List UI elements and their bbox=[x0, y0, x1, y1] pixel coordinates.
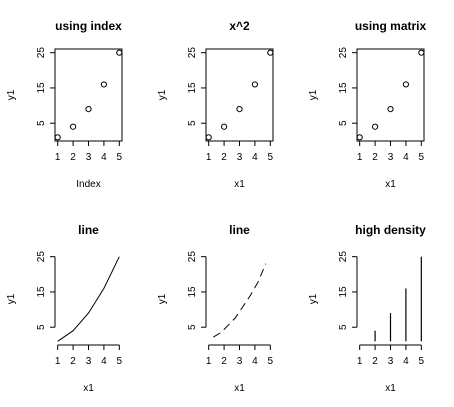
data-point bbox=[100, 81, 108, 88]
y-axis-label: y1 bbox=[308, 89, 319, 100]
series-line bbox=[57, 256, 120, 342]
y-axis-label: y1 bbox=[157, 293, 168, 304]
x-tick-label: 3 bbox=[86, 356, 92, 367]
x-tick-label: 3 bbox=[237, 152, 243, 163]
y-tick-label: 15 bbox=[338, 82, 349, 94]
y-tick-label: 15 bbox=[187, 286, 198, 298]
data-point bbox=[220, 123, 228, 130]
x-tick-label: 3 bbox=[388, 356, 394, 367]
x-axis-label: x1 bbox=[385, 383, 396, 394]
y-axis-label: y1 bbox=[308, 293, 319, 304]
x-tick-label: 3 bbox=[86, 152, 92, 163]
x-tick-label: 4 bbox=[252, 356, 258, 367]
data-point bbox=[356, 134, 363, 141]
x-tick-label: 4 bbox=[403, 152, 409, 163]
x-tick-label: 5 bbox=[117, 356, 123, 367]
y-tick-label: 5 bbox=[36, 120, 47, 126]
data-point bbox=[69, 123, 77, 130]
x-tick-label: 2 bbox=[70, 152, 76, 163]
x-tick-label: 2 bbox=[372, 152, 378, 163]
y-tick-label: 25 bbox=[338, 47, 349, 59]
y-tick-label: 5 bbox=[36, 324, 47, 330]
x-tick-label: 5 bbox=[419, 356, 425, 367]
plot-box bbox=[356, 48, 425, 142]
panel-title: line bbox=[78, 223, 99, 237]
x-tick-label: 2 bbox=[221, 356, 227, 367]
x-axis-label: x1 bbox=[385, 179, 396, 190]
x-axis-label: x1 bbox=[83, 383, 94, 394]
y-axis-label: y1 bbox=[6, 293, 17, 304]
y-axis-label: y1 bbox=[6, 89, 17, 100]
data-point bbox=[418, 49, 425, 56]
y-tick-label: 25 bbox=[36, 47, 47, 59]
data-point bbox=[85, 106, 92, 113]
y-axis-label: y1 bbox=[157, 89, 168, 100]
x-tick-label: 5 bbox=[268, 152, 274, 163]
x-tick-label: 4 bbox=[101, 356, 107, 367]
y-tick-label: 25 bbox=[187, 251, 198, 263]
x-tick-label: 3 bbox=[388, 152, 394, 163]
plot-box bbox=[205, 48, 274, 142]
y-tick-label: 15 bbox=[187, 82, 198, 94]
x-tick-label: 2 bbox=[221, 152, 227, 163]
y-tick-label: 25 bbox=[187, 47, 198, 59]
panel-title: x^2 bbox=[229, 19, 250, 33]
x-tick-label: 4 bbox=[403, 356, 409, 367]
y-tick-label: 15 bbox=[36, 82, 47, 94]
data-point bbox=[54, 134, 61, 141]
y-tick-label: 5 bbox=[338, 120, 349, 126]
x-tick-label: 5 bbox=[419, 152, 425, 163]
y-tick-label: 25 bbox=[338, 251, 349, 263]
panel-title: high density bbox=[355, 223, 426, 237]
x-tick-label: 4 bbox=[101, 152, 107, 163]
x-tick-label: 4 bbox=[252, 152, 258, 163]
x-tick-label: 2 bbox=[70, 356, 76, 367]
x-tick-label: 1 bbox=[206, 356, 212, 367]
data-point bbox=[402, 81, 410, 88]
x-tick-label: 1 bbox=[206, 152, 212, 163]
data-point bbox=[371, 123, 379, 130]
y-tick-label: 5 bbox=[187, 120, 198, 126]
y-tick-label: 5 bbox=[187, 324, 198, 330]
series-line bbox=[213, 263, 267, 338]
x-tick-label: 5 bbox=[268, 356, 274, 367]
data-point bbox=[387, 106, 394, 113]
data-point bbox=[116, 49, 123, 56]
x-tick-label: 1 bbox=[357, 152, 363, 163]
data-point bbox=[267, 49, 274, 56]
x-tick-label: 3 bbox=[237, 356, 243, 367]
y-tick-label: 5 bbox=[338, 324, 349, 330]
x-axis-label: x1 bbox=[234, 179, 245, 190]
plot-box bbox=[54, 48, 123, 142]
data-point bbox=[251, 81, 259, 88]
y-tick-label: 15 bbox=[36, 286, 47, 298]
x-tick-label: 2 bbox=[372, 356, 378, 367]
x-tick-label: 5 bbox=[117, 152, 123, 163]
x-tick-label: 1 bbox=[55, 152, 61, 163]
data-point bbox=[205, 134, 212, 141]
y-tick-label: 15 bbox=[338, 286, 349, 298]
x-tick-label: 1 bbox=[357, 356, 363, 367]
x-axis-label: Index bbox=[76, 179, 100, 190]
y-tick-label: 25 bbox=[36, 251, 47, 263]
x-axis-label: x1 bbox=[234, 383, 245, 394]
panel-title: line bbox=[229, 223, 250, 237]
panel-title: using matrix bbox=[355, 19, 427, 33]
panel-title: using index bbox=[55, 19, 122, 33]
data-point bbox=[236, 106, 243, 113]
x-tick-label: 1 bbox=[55, 356, 61, 367]
